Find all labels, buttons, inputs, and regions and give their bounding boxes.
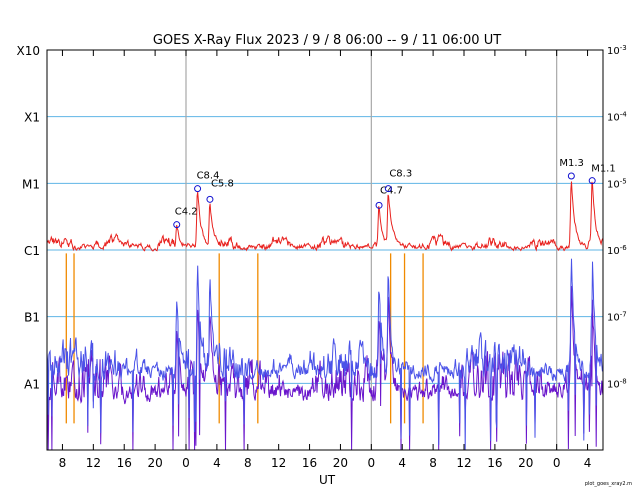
class-label-M1: M1 [22, 177, 40, 191]
x-tick-label: 0 [182, 456, 190, 470]
flare-marker [384, 185, 392, 193]
x-tick-label: 8 [429, 456, 437, 470]
flare-markers: C4.2C8.4C5.8C4.7C8.3M1.3M1.1 [173, 158, 616, 229]
class-label-X1: X1 [24, 111, 40, 125]
x-tick-label: 8 [59, 456, 67, 470]
flux-label: 10-3 [607, 44, 627, 57]
flare-label: C4.7 [380, 185, 403, 196]
x-tick-label: 16 [487, 456, 502, 470]
flare-label: M1.3 [559, 158, 584, 169]
flare-label: C8.3 [389, 169, 412, 180]
x-axis-ticks: 8 12 16 20 0 4 8 12 16 20 0 4 8 12 16 20 0 4 [59, 50, 592, 470]
flare-marker [588, 177, 596, 185]
flare-marker [206, 195, 214, 203]
x-tick-label: 4 [213, 456, 221, 470]
flare-label: C4.2 [175, 207, 198, 218]
x-tick-label: 0 [553, 456, 561, 470]
credit-text: plot_goes_xray2.m [585, 481, 632, 487]
series-long-channel [46, 181, 604, 252]
x-tick-label: 4 [398, 456, 406, 470]
class-label-C1: C1 [24, 244, 40, 258]
flux-label: 10-8 [607, 377, 627, 390]
day-boundaries [185, 50, 558, 450]
x-axis-label: UT [319, 473, 336, 487]
flare-marker [375, 201, 383, 209]
series-short-channel [46, 258, 604, 451]
class-label-X10: X10 [17, 44, 41, 58]
x-tick-label: 20 [518, 456, 533, 470]
flux-labels: 10-3 10-4 10-5 10-6 10-7 10-8 [607, 44, 627, 390]
x-tick-label: 20 [333, 456, 348, 470]
x-tick-label: 20 [147, 456, 162, 470]
flux-series [46, 181, 604, 451]
x-tick-label: 4 [584, 456, 592, 470]
flare-label: C8.4 [197, 171, 220, 182]
flare-class-labels: X10 X1 M1 C1 B1 A1 [17, 44, 41, 391]
plot-frame [46, 49, 604, 451]
flare-marker [194, 185, 202, 193]
flare-marker [173, 221, 181, 229]
flux-label: 10-6 [607, 244, 627, 257]
x-tick-label: 0 [368, 456, 376, 470]
x-tick-label: 12 [271, 456, 286, 470]
x-tick-label: 16 [117, 456, 132, 470]
flux-label: 10-7 [607, 311, 627, 324]
class-label-B1: B1 [24, 311, 40, 325]
chart-title: GOES X-Ray Flux 2023 / 9 / 8 06:00 -- 9 … [153, 33, 501, 48]
x-tick-label: 8 [244, 456, 252, 470]
class-label-A1: A1 [24, 377, 40, 391]
x-tick-label: 12 [456, 456, 471, 470]
series-short-channel-secondary [46, 285, 604, 451]
x-tick-label: 12 [86, 456, 101, 470]
flare-label: C5.8 [211, 178, 234, 189]
flux-label: 10-4 [607, 111, 627, 124]
class-gridlines [47, 116, 603, 384]
flare-marker [567, 172, 575, 180]
x-tick-label: 16 [302, 456, 317, 470]
flux-label: 10-5 [607, 177, 627, 190]
